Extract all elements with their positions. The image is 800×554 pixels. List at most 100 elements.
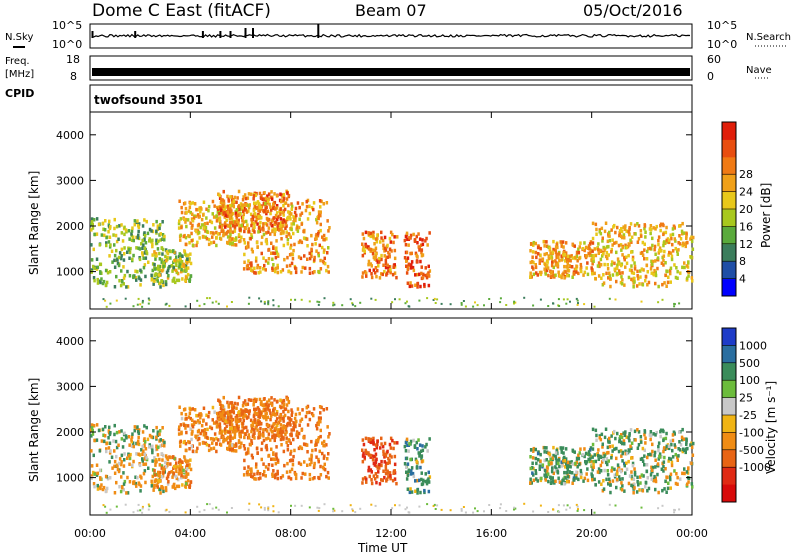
- echo-cell: [579, 468, 583, 473]
- echo-cell: [609, 284, 612, 289]
- echo-cell: [256, 200, 260, 204]
- echo-cell: [200, 423, 204, 428]
- echo-cell: [395, 275, 398, 280]
- echo-cell: [449, 509, 452, 512]
- echo-cell: [545, 472, 548, 476]
- echo-cell: [205, 229, 209, 234]
- echo-cell: [380, 436, 383, 441]
- echo-cell: [319, 258, 322, 263]
- echo-cell: [189, 274, 193, 278]
- echo-cell: [378, 260, 381, 264]
- echo-cell: [319, 222, 322, 227]
- echo-cell: [171, 279, 174, 283]
- echo-cell: [529, 275, 532, 279]
- echo-cell: [550, 480, 553, 485]
- echo-cell: [591, 262, 594, 266]
- echo-cell: [664, 230, 668, 235]
- echo-cell: [408, 442, 411, 446]
- echo-cell: [362, 236, 366, 241]
- echo-cell: [124, 228, 128, 232]
- echo-cell: [234, 211, 238, 215]
- colorbar-swatch: [722, 397, 736, 416]
- echo-cell: [300, 222, 303, 226]
- echo-cell: [284, 407, 288, 411]
- echo-cell: [177, 484, 181, 489]
- echo-cell: [300, 211, 304, 215]
- echo-cell: [255, 421, 258, 426]
- echo-cell: [101, 221, 105, 226]
- echo-cell: [241, 198, 245, 202]
- echo-cell: [287, 210, 290, 214]
- cpid-label: CPID: [5, 87, 34, 100]
- echo-cell: [620, 469, 623, 474]
- echo-cell: [632, 477, 636, 481]
- echo-cell: [317, 210, 321, 214]
- echo-cell: [177, 427, 181, 432]
- echo-cell: [586, 246, 590, 250]
- echo-cell: [121, 445, 125, 449]
- echo-cell: [420, 456, 423, 461]
- echo-cell: [375, 274, 378, 279]
- echo-cell: [380, 463, 383, 468]
- echo-cell: [273, 406, 277, 411]
- echo-cell: [386, 469, 389, 473]
- echo-cell: [119, 489, 123, 494]
- echo-cell: [327, 435, 330, 439]
- echo-cell: [113, 471, 117, 475]
- echo-cell: [237, 419, 240, 423]
- echo-cell: [99, 280, 102, 285]
- noise-right-tick-bottom: 10^0: [707, 38, 737, 51]
- echo-cell: [136, 441, 139, 446]
- echo-cell: [639, 251, 643, 255]
- echo-cell: [275, 239, 278, 243]
- echo-cell: [372, 230, 375, 235]
- echo-cell: [666, 486, 670, 491]
- echo-cell: [616, 472, 619, 476]
- echo-cell: [187, 253, 190, 257]
- echo-cell: [285, 264, 289, 268]
- echo-cell: [396, 235, 399, 239]
- echo-cell: [315, 249, 318, 253]
- echo-cell: [390, 249, 393, 253]
- echo-cell: [610, 250, 613, 254]
- echo-cell: [322, 233, 326, 238]
- echo-cell: [247, 203, 250, 208]
- echo-cell: [252, 403, 255, 407]
- echo-cell: [671, 455, 675, 459]
- echo-cell: [229, 412, 232, 417]
- echo-cell: [555, 467, 558, 471]
- echo-cell: [425, 275, 429, 280]
- echo-cell: [215, 442, 218, 446]
- echo-cell: [594, 428, 598, 433]
- echo-cell: [391, 478, 395, 483]
- echo-cell: [271, 474, 274, 478]
- echo-cell: [677, 248, 680, 252]
- echo-cell: [627, 275, 631, 280]
- echo-cell: [241, 206, 244, 210]
- echo-cell: [264, 402, 268, 407]
- echo-cell: [191, 223, 194, 228]
- echo-cell: [136, 425, 139, 429]
- echo-cell: [148, 227, 152, 232]
- echo-cell: [649, 231, 652, 236]
- echo-cell: [589, 248, 593, 252]
- echo-cell: [292, 231, 295, 236]
- echo-cell: [247, 241, 250, 245]
- echo-cell: [369, 247, 373, 252]
- echo-cell: [177, 432, 181, 436]
- echo-cell: [577, 453, 580, 457]
- echo-cell: [585, 460, 588, 464]
- echo-cell: [218, 399, 221, 404]
- echo-cell: [678, 302, 681, 305]
- echo-cell: [418, 478, 421, 483]
- echo-cell: [151, 474, 154, 479]
- echo-cell: [587, 251, 590, 256]
- echo-cell: [570, 254, 573, 258]
- echo-cell: [136, 509, 139, 512]
- echo-cell: [669, 486, 672, 490]
- echo-cell: [636, 222, 639, 226]
- echo-cell: [593, 271, 596, 276]
- echo-cell: [536, 245, 540, 250]
- echo-cell: [650, 259, 653, 264]
